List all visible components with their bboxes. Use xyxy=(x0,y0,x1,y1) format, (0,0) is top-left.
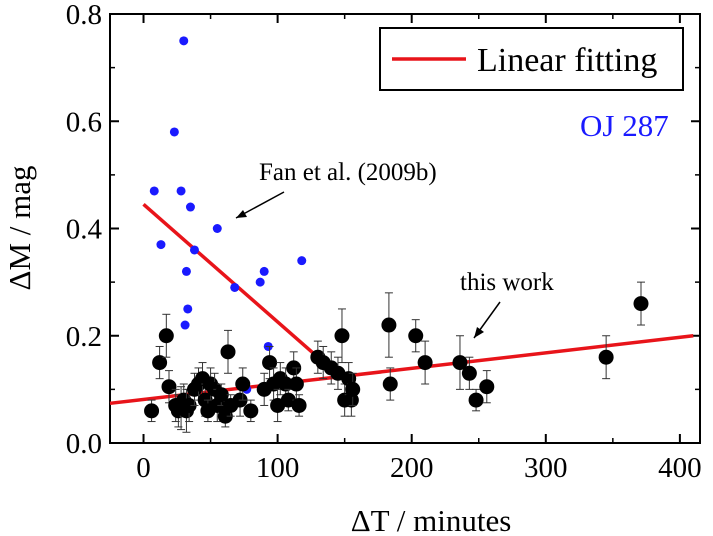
this-work-point xyxy=(461,365,477,381)
this-work-point xyxy=(345,381,361,397)
this-work-point xyxy=(633,296,649,312)
fan-point xyxy=(259,266,269,276)
this-work-point xyxy=(468,392,484,408)
fit-line xyxy=(109,334,694,406)
this-work-point xyxy=(417,355,433,371)
object-label: OJ 287 xyxy=(580,108,669,143)
this-work-point xyxy=(220,344,236,360)
fan-point xyxy=(212,224,222,233)
this-work-point xyxy=(288,376,304,392)
fit-line xyxy=(142,203,319,359)
this-work-point xyxy=(479,379,495,395)
this-work-annotation: this work xyxy=(460,269,554,296)
x-tick-label: 400 xyxy=(658,452,702,484)
x-tick-label: 0 xyxy=(136,452,151,484)
fan-point xyxy=(181,266,191,276)
x-tick-label: 200 xyxy=(390,452,434,484)
fan-annotation: Fan et al. (2009b) xyxy=(259,159,437,186)
this-work-point xyxy=(161,379,177,395)
fan-arrowhead xyxy=(236,210,247,218)
fan-point xyxy=(183,304,193,314)
this-work-point xyxy=(291,397,307,413)
this-work-point xyxy=(598,349,614,365)
y-tick-label: 0.8 xyxy=(66,0,102,31)
x-tick-label: 300 xyxy=(524,452,568,484)
fan-point xyxy=(255,277,265,287)
fan-point xyxy=(156,240,166,250)
this-work-point xyxy=(243,403,259,419)
this-work-point xyxy=(152,355,168,371)
this-work-point xyxy=(144,403,160,419)
y-tick-label: 0.6 xyxy=(66,106,102,138)
this-work-point xyxy=(408,328,424,344)
fit-lines xyxy=(109,203,694,406)
fan-point xyxy=(149,186,159,196)
this-work-point xyxy=(181,397,197,413)
fan-point xyxy=(189,245,199,255)
y-tick-label: 0.0 xyxy=(66,428,102,460)
fan-point xyxy=(179,36,189,46)
legend: Linear fitting xyxy=(379,27,684,91)
y-tick-label: 0.4 xyxy=(66,214,103,246)
fan-point xyxy=(180,320,190,330)
fan-point xyxy=(230,282,240,292)
this-work-point xyxy=(452,355,468,371)
fan-point xyxy=(185,202,195,212)
this-work-point xyxy=(278,376,294,392)
this-work-arrowhead xyxy=(474,327,484,338)
fan-point xyxy=(169,127,179,137)
fan-point xyxy=(297,256,307,266)
this-work-point xyxy=(382,376,398,392)
this-work-point xyxy=(158,328,174,344)
this-work-point xyxy=(262,355,278,371)
x-tick-label: 100 xyxy=(256,452,300,484)
this-work-point xyxy=(213,387,229,403)
y-axis-label: ΔM / mag xyxy=(2,166,37,291)
axes: 0 100 200 300 400 0.0 0.2 0.4 0.6 0.8 xyxy=(66,0,702,484)
this-work-point xyxy=(334,328,350,344)
y-tick-label: 0.2 xyxy=(66,321,102,353)
this-work-series xyxy=(144,281,649,433)
fan-point xyxy=(176,186,186,196)
x-axis-label: ΔT / minutes xyxy=(351,503,512,536)
this-work-point xyxy=(381,317,397,333)
legend-label: Linear fitting xyxy=(477,42,657,79)
this-work-point xyxy=(235,376,251,392)
